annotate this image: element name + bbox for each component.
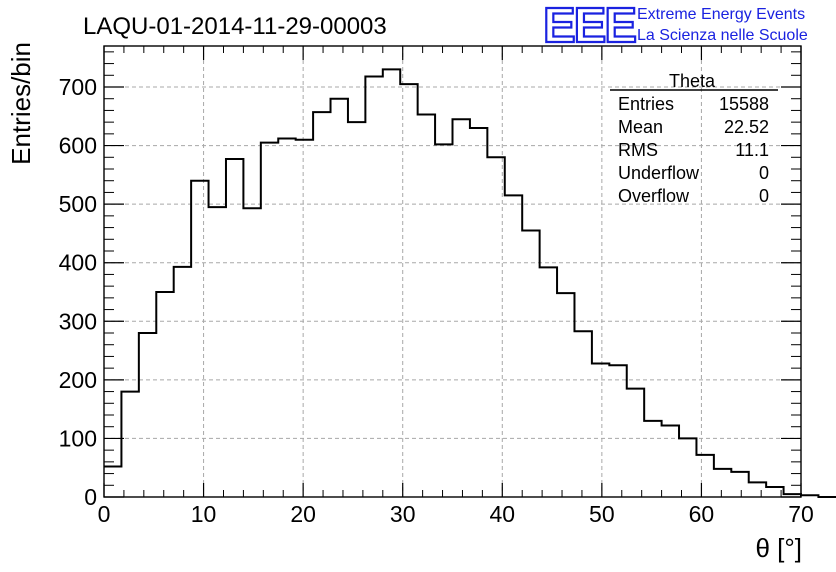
y-tick-label: 200	[59, 367, 97, 393]
stats-value: 22.52	[724, 117, 769, 137]
stats-label: Underflow	[618, 163, 700, 183]
histogram-bin	[243, 208, 260, 497]
y-tick-label: 700	[59, 74, 97, 100]
histogram-bin	[453, 119, 470, 497]
x-tick-label: 50	[589, 501, 615, 527]
stats-value: 11.1	[735, 140, 769, 160]
histogram-series	[104, 68, 836, 498]
y-tick-label: 400	[59, 250, 97, 276]
logo-line-1: Extreme Energy Events	[637, 6, 805, 23]
histogram-bin	[296, 140, 313, 497]
histogram-bin	[348, 122, 365, 497]
histogram-bin	[609, 365, 626, 497]
stats-value: 0	[759, 186, 769, 206]
stats-title: Theta	[669, 71, 716, 91]
histogram-bin	[522, 231, 539, 498]
histogram-bin	[662, 426, 679, 497]
histogram-bin	[696, 455, 713, 497]
histogram-bin	[121, 392, 138, 497]
eee-logo: EEE Extreme Energy Events La Scienza nel…	[542, 0, 808, 54]
histogram-bin	[487, 157, 504, 497]
histogram-bin	[505, 195, 522, 497]
logo-letters: EEE	[543, 0, 635, 53]
histogram-bin	[331, 99, 348, 497]
histogram-bin	[418, 115, 435, 497]
histogram-bin	[557, 293, 574, 497]
x-tick-label: 40	[489, 501, 515, 527]
chart-title: LAQU-01-2014-11-29-00003	[83, 13, 387, 40]
logo-line-2: La Scienza nelle Scuole	[637, 27, 808, 44]
histogram-bin	[383, 69, 400, 497]
histogram-bin	[209, 207, 226, 497]
histogram-bin	[278, 139, 295, 497]
histogram-bin	[749, 482, 766, 497]
stats-value: 15588	[719, 94, 769, 114]
histogram-bin	[104, 467, 121, 497]
x-tick-label: 60	[689, 501, 715, 527]
histogram-bin	[644, 421, 661, 497]
histogram-bin	[679, 438, 696, 497]
x-tick-label: 20	[290, 501, 316, 527]
histogram-bin	[714, 469, 731, 497]
histogram-bin	[400, 84, 417, 497]
x-tick-labels: 0 10 20 30 40 50 60 70	[98, 501, 814, 527]
histogram-bin	[156, 292, 173, 497]
histogram-bin	[365, 76, 382, 497]
x-axis-label: θ [°]	[755, 533, 802, 563]
stats-label: Overflow	[618, 186, 690, 206]
grid-lines	[104, 46, 801, 497]
histogram-bin	[627, 389, 644, 497]
y-tick-labels: 0 100 200 300 400 500 600 700	[59, 74, 97, 510]
histogram-bin	[801, 495, 818, 497]
stats-label: RMS	[618, 140, 658, 160]
y-tick-label: 100	[59, 425, 97, 451]
histogram-bin	[435, 144, 452, 497]
histogram-bin	[540, 267, 557, 497]
histogram-bin	[313, 112, 330, 497]
stats-value: 0	[759, 163, 769, 183]
y-tick-label: 500	[59, 191, 97, 217]
y-axis-label: Entries/bin	[6, 42, 36, 165]
x-tick-label: 70	[788, 501, 814, 527]
histogram-bin	[226, 159, 243, 497]
histogram-bins	[104, 69, 818, 497]
histogram-bin	[139, 333, 156, 497]
stats-label: Mean	[618, 117, 663, 137]
histogram-bin	[261, 143, 278, 497]
stats-rows: Entries 15588 Mean 22.52 RMS 11.1 Underflow 0 Ov…	[618, 94, 769, 206]
histogram-bin	[574, 331, 591, 497]
histogram-bin	[592, 363, 609, 497]
y-tick-label: 0	[84, 484, 97, 510]
x-tick-label: 30	[390, 501, 416, 527]
histogram-bin	[174, 267, 191, 497]
stats-label: Entries	[618, 94, 674, 114]
stats-box: Theta Entries 15588 Mean 22.52 RMS 11.1 Underf…	[610, 71, 778, 206]
histogram-bin	[191, 181, 208, 497]
x-tick-label: 10	[191, 501, 217, 527]
y-tick-label: 600	[59, 133, 97, 159]
x-tick-label: 0	[98, 501, 111, 527]
histogram-bin	[766, 487, 783, 497]
y-tick-label: 300	[59, 308, 97, 334]
plot-frame	[103, 45, 802, 498]
histogram-bin	[470, 128, 487, 497]
histogram-bin	[731, 472, 748, 497]
